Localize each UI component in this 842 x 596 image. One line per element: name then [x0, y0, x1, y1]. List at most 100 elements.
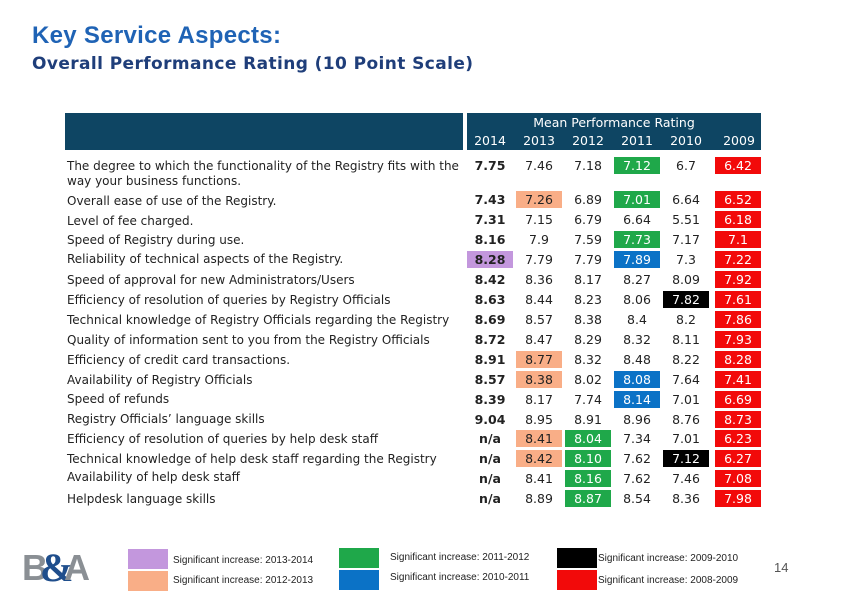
- page-title: Key Service Aspects:: [32, 22, 282, 49]
- rating-cell: 7.18: [574, 158, 602, 173]
- rating-cell: 8.47: [525, 332, 553, 347]
- rating-cell: 7.74: [574, 392, 602, 407]
- rating-cell: 7.1: [715, 231, 761, 248]
- year-header-2010: 2010: [670, 133, 702, 148]
- rating-cell: 8.17: [574, 272, 602, 287]
- rating-cell: 7.98: [715, 490, 761, 507]
- rating-cell: 9.04: [474, 412, 506, 427]
- rating-cell: 8.89: [525, 491, 553, 506]
- legend-swatch: [557, 548, 597, 568]
- rating-cell: 8.32: [574, 352, 602, 367]
- row-label: Reliability of technical aspects of the …: [67, 252, 344, 266]
- row-label: Efficiency of resolution of queries by h…: [67, 432, 378, 446]
- rating-cell: 7.46: [525, 158, 553, 173]
- rating-cell: 7.26: [516, 191, 562, 208]
- rating-cell: 7.41: [715, 371, 761, 388]
- rating-cell: 6.79: [574, 212, 602, 227]
- rating-cell: 8.42: [474, 272, 506, 287]
- row-label: Technical knowledge of help desk staff r…: [67, 452, 437, 466]
- rating-cell: 6.89: [574, 192, 602, 207]
- rating-cell: 7.82: [663, 291, 709, 308]
- rating-cell: 8.39: [474, 392, 506, 407]
- rating-cell: n/a: [479, 491, 501, 506]
- rating-cell: 7.73: [614, 231, 660, 248]
- rating-cell: 8.76: [672, 412, 700, 427]
- company-logo: B & A: [22, 548, 90, 584]
- row-label: Efficiency of credit card transactions.: [67, 353, 291, 367]
- row-label: Helpdesk language skills: [67, 492, 216, 506]
- rating-cell: 7.79: [574, 252, 602, 267]
- page-subtitle: Overall Performance Rating (10 Point Sca…: [32, 54, 474, 74]
- rating-cell: 7.12: [614, 157, 660, 174]
- rating-cell: 8.48: [623, 352, 651, 367]
- table-header-right: [467, 113, 761, 150]
- rating-cell: 7.01: [614, 191, 660, 208]
- rating-cell: 7.43: [474, 192, 506, 207]
- rating-cell: 8.16: [565, 470, 611, 487]
- rating-cell: 7.86: [715, 311, 761, 328]
- row-label: Availability of help desk staff: [67, 470, 240, 484]
- rating-cell: 8.06: [623, 292, 651, 307]
- rating-cell: 8.02: [574, 372, 602, 387]
- rating-cell: 8.17: [525, 392, 553, 407]
- rating-cell: 8.27: [623, 272, 651, 287]
- row-label: Speed of refunds: [67, 392, 170, 406]
- rating-cell: 7.34: [623, 431, 651, 446]
- rating-cell: 8.2: [676, 312, 696, 327]
- rating-cell: 7.89: [614, 251, 660, 268]
- year-header-2009: 2009: [723, 133, 755, 148]
- rating-cell: 8.22: [672, 352, 700, 367]
- legend-swatch: [339, 570, 379, 590]
- rating-cell: 8.36: [525, 272, 553, 287]
- row-label: Speed of approval for new Administrators…: [67, 273, 355, 287]
- rating-cell: 7.3: [676, 252, 696, 267]
- row-label: Technical knowledge of Registry Official…: [67, 313, 450, 327]
- rating-cell: 7.46: [672, 471, 700, 486]
- rating-cell: 8.96: [623, 412, 651, 427]
- rating-cell: 8.38: [516, 371, 562, 388]
- row-label: Efficiency of resolution of queries by R…: [67, 293, 391, 307]
- year-header-2014: 2014: [474, 133, 506, 148]
- rating-cell: 7.92: [715, 271, 761, 288]
- rating-cell: 7.31: [474, 212, 506, 227]
- rating-cell: 8.29: [574, 332, 602, 347]
- rating-cell: 8.77: [516, 351, 562, 368]
- rating-cell: 7.22: [715, 251, 761, 268]
- rating-cell: 8.09: [672, 272, 700, 287]
- rating-cell: 6.23: [715, 430, 761, 447]
- rating-cell: 7.9: [529, 232, 549, 247]
- rating-cell: 7.01: [672, 431, 700, 446]
- row-label: The degree to which the functionality of…: [67, 159, 459, 188]
- rating-cell: 8.28: [715, 351, 761, 368]
- rating-cell: 7.79: [525, 252, 553, 267]
- rating-cell: 8.95: [525, 412, 553, 427]
- page-number: 14: [774, 560, 789, 575]
- table-header-left: [65, 113, 463, 150]
- rating-cell: 8.11: [672, 332, 700, 347]
- rating-cell: 8.41: [525, 471, 553, 486]
- rating-cell: 8.28: [467, 251, 513, 268]
- rating-cell: 8.73: [715, 411, 761, 428]
- legend-swatch: [339, 548, 379, 568]
- rating-cell: 7.61: [715, 291, 761, 308]
- rating-cell: 7.64: [672, 372, 700, 387]
- legend-label: Significant increase: 2012-2013: [173, 575, 314, 586]
- rating-cell: 6.18: [715, 211, 761, 228]
- rating-cell: 7.17: [672, 232, 700, 247]
- legend-label: Significant increase: 2013-2014: [173, 555, 314, 566]
- legend-swatch: [557, 570, 597, 590]
- rating-cell: 8.4: [627, 312, 647, 327]
- rating-cell: 6.7: [676, 158, 696, 173]
- rating-cell: 6.69: [715, 391, 761, 408]
- rating-cell: 8.14: [614, 391, 660, 408]
- rating-cell: 6.27: [715, 450, 761, 467]
- rating-cell: 8.38: [574, 312, 602, 327]
- rating-cell: 8.63: [474, 292, 506, 307]
- rating-cell: 7.15: [525, 212, 553, 227]
- legend-label: Significant increase: 2008-2009: [598, 575, 739, 586]
- year-header-2013: 2013: [523, 133, 555, 148]
- rating-cell: 8.69: [474, 312, 506, 327]
- rating-cell: 8.10: [565, 450, 611, 467]
- legend-swatch: [128, 571, 168, 591]
- rating-cell: 8.36: [672, 491, 700, 506]
